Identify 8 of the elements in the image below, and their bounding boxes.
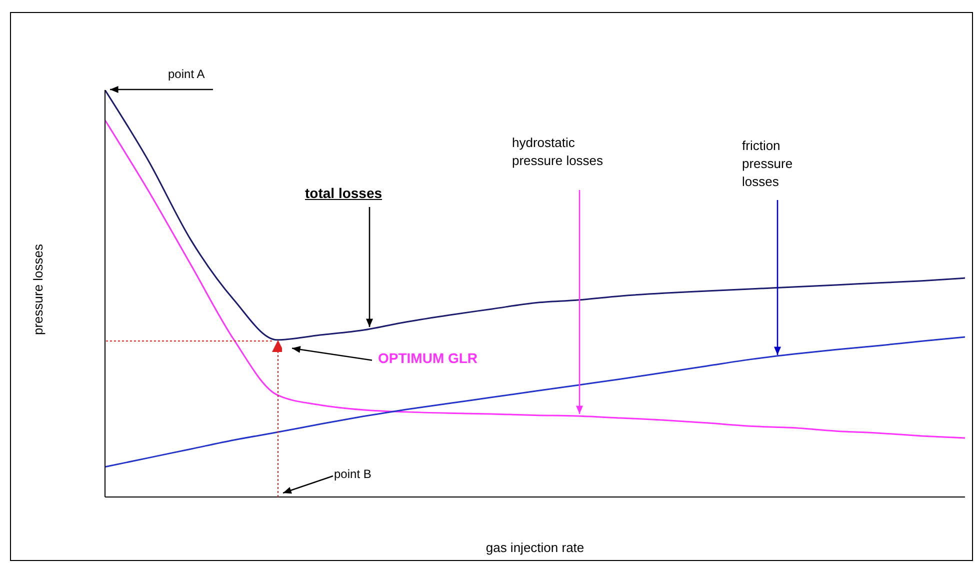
- annotation: hydrostatic pressure losses: [512, 134, 604, 170]
- x-axis-title: gas injection rate: [484, 540, 586, 555]
- annotation: OPTIMUM GLR: [378, 349, 478, 368]
- annotation: point B: [334, 466, 372, 483]
- y-axis-title: pressure losses: [30, 242, 46, 338]
- annotation: total losses: [305, 184, 382, 203]
- text: point A: [168, 66, 205, 83]
- annotation: friction pressure losses: [742, 137, 794, 192]
